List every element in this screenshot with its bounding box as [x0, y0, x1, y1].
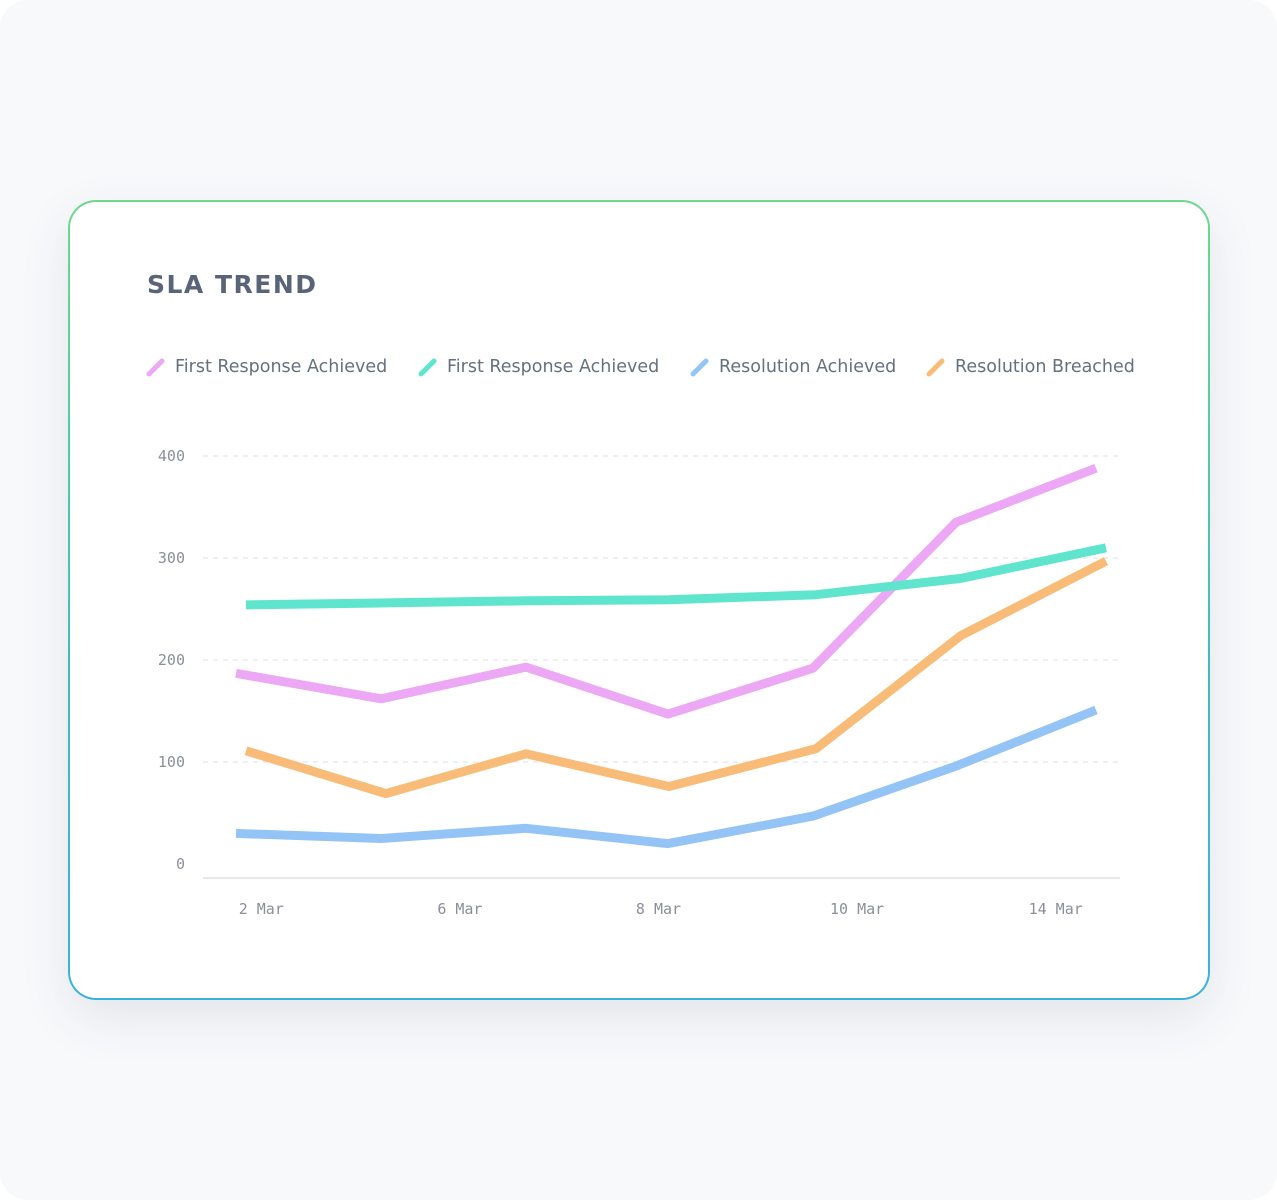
series-line-1	[245, 543, 1107, 610]
x-tick-label: 10 Mar	[830, 900, 884, 918]
series-line-0	[235, 464, 1098, 719]
legend-item-first-response-teal[interactable]: First Response Achieved	[417, 352, 659, 382]
legend-swatch-pink-icon	[146, 358, 165, 377]
legend-label: First Response Achieved	[447, 357, 660, 377]
y-tick-label: 200	[158, 651, 185, 669]
legend-label: Resolution Breached	[955, 357, 1135, 377]
legend-label: Resolution Achieved	[719, 357, 897, 377]
legend-label: First Response Achieved	[175, 357, 388, 377]
y-tick-label: 100	[158, 753, 185, 771]
legend-swatch-orange-icon	[926, 358, 945, 377]
legend-item-resolution-achieved[interactable]: Resolution Achieved	[689, 352, 896, 382]
y-tick-label: 300	[158, 549, 185, 567]
series-line-2	[235, 705, 1098, 849]
x-tick-label: 2 Mar	[239, 900, 284, 918]
chart-title: SLA TREND	[147, 270, 318, 299]
chart-card: SLA TREND First Response Achieved First …	[68, 200, 1210, 1000]
legend-swatch-blue-icon	[690, 358, 709, 377]
y-tick-label: 400	[158, 447, 185, 465]
x-tick-label: 6 Mar	[437, 900, 482, 918]
chart-card-body: SLA TREND First Response Achieved First …	[70, 202, 1208, 998]
series-line-3	[244, 557, 1109, 799]
x-tick-label: 8 Mar	[636, 900, 681, 918]
x-tick-label: 14 Mar	[1029, 900, 1083, 918]
legend-item-resolution-breached[interactable]: Resolution Breached	[925, 352, 1135, 382]
line-chart: 0 100 200 300 400 2 Mar 6 Mar 8 Mar 10 Mar 14 Mar	[158, 447, 1120, 918]
legend-item-first-response-pink[interactable]: First Response Achieved	[145, 352, 387, 382]
legend-swatch-teal-icon	[418, 358, 437, 377]
y-tick-label: 0	[176, 855, 185, 873]
